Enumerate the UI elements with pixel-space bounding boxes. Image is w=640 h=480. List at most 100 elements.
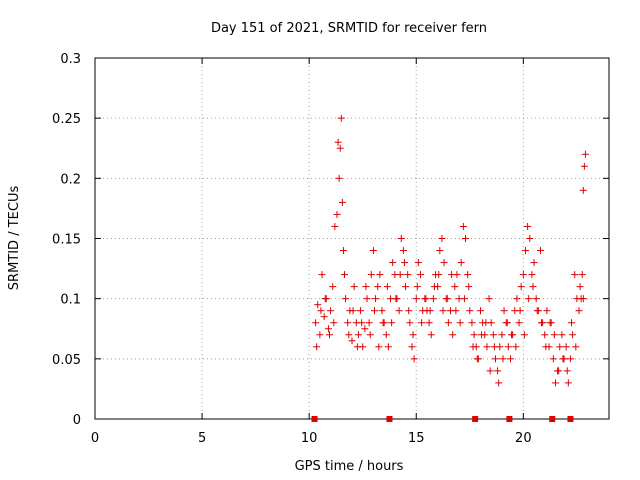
zero-value-marker (472, 416, 479, 422)
data-point (414, 259, 422, 267)
data-point (519, 271, 527, 279)
data-point (383, 283, 391, 291)
data-point (456, 319, 464, 327)
data-point (438, 235, 446, 242)
data-point (317, 307, 325, 315)
data-point (482, 319, 490, 327)
data-point (334, 138, 342, 146)
data-point (576, 283, 584, 291)
data-point (580, 162, 588, 170)
data-point (485, 295, 493, 303)
data-point (498, 331, 506, 339)
data-point (465, 283, 473, 291)
data-point (558, 331, 566, 339)
data-point (331, 222, 339, 230)
data-points (312, 114, 589, 387)
zero-value-marker (506, 416, 513, 422)
data-point (326, 331, 334, 339)
y-tick-label: 0.3 (60, 52, 81, 67)
data-point (504, 343, 512, 351)
data-point (478, 331, 486, 339)
x-tick-label: 15 (408, 431, 425, 446)
data-point (354, 331, 362, 339)
data-point (400, 259, 408, 267)
data-point (530, 259, 538, 267)
zero-value-marker (549, 416, 556, 422)
data-point (556, 343, 564, 351)
data-point (468, 319, 476, 327)
y-tick-label: 0.2 (60, 172, 81, 187)
data-point (541, 331, 549, 339)
data-point (495, 379, 503, 387)
data-point (564, 379, 572, 387)
data-point (350, 283, 358, 291)
data-point (366, 331, 374, 339)
data-point (344, 319, 352, 327)
data-point (473, 355, 481, 363)
data-point (370, 307, 378, 315)
data-point (336, 144, 344, 152)
data-point (329, 283, 337, 291)
data-point (500, 307, 508, 315)
data-point (566, 355, 574, 363)
data-point (490, 343, 498, 351)
data-point (483, 343, 491, 351)
data-point (406, 319, 414, 327)
zero-markers (311, 416, 574, 422)
data-point (392, 295, 400, 303)
data-point (546, 319, 554, 327)
data-point (399, 247, 407, 255)
x-axis-label: GPS time / hours (295, 459, 404, 474)
y-tick-label: 0.05 (52, 353, 81, 368)
data-point (491, 355, 499, 363)
y-tick-label: 0.15 (52, 233, 81, 248)
data-point (338, 198, 346, 206)
data-point (549, 355, 557, 363)
data-point (503, 319, 511, 327)
zero-value-marker (311, 416, 318, 422)
data-point (452, 307, 460, 315)
data-point (457, 259, 465, 267)
data-point (417, 271, 425, 279)
data-point (466, 307, 474, 315)
y-tick-label: 0 (73, 413, 81, 428)
data-point (335, 174, 343, 182)
data-point (395, 307, 403, 315)
data-point (525, 295, 533, 303)
data-point (532, 295, 540, 303)
data-point (440, 259, 448, 267)
data-point (413, 283, 421, 291)
data-point (486, 367, 494, 375)
data-point (314, 301, 322, 309)
data-point (367, 271, 375, 279)
data-point (345, 331, 353, 339)
data-point (376, 271, 384, 279)
data-point (521, 247, 529, 255)
data-point (429, 295, 437, 303)
data-point (348, 337, 356, 345)
data-point (339, 247, 347, 255)
data-point (578, 271, 586, 279)
data-point (506, 355, 514, 363)
x-tick-label: 10 (301, 431, 318, 446)
data-point (361, 325, 369, 333)
y-tick-label: 0.1 (60, 293, 81, 308)
data-point (516, 307, 524, 315)
y-tick-labels: 0 0.05 0.1 0.15 0.2 0.25 0.3 (52, 52, 81, 428)
data-point (513, 295, 521, 303)
data-point (542, 343, 550, 351)
data-point (405, 307, 413, 315)
data-point (555, 367, 563, 375)
data-point (543, 307, 551, 315)
data-point (524, 222, 532, 230)
data-point (369, 247, 377, 255)
data-point (494, 367, 502, 375)
data-point (579, 186, 587, 194)
data-point (470, 331, 478, 339)
chart-title: Day 151 of 2021, SRMTID for receiver fer… (211, 21, 487, 36)
data-point (412, 295, 420, 303)
data-point (426, 307, 434, 315)
data-point (427, 331, 435, 339)
data-point (372, 295, 380, 303)
data-point (464, 271, 472, 279)
